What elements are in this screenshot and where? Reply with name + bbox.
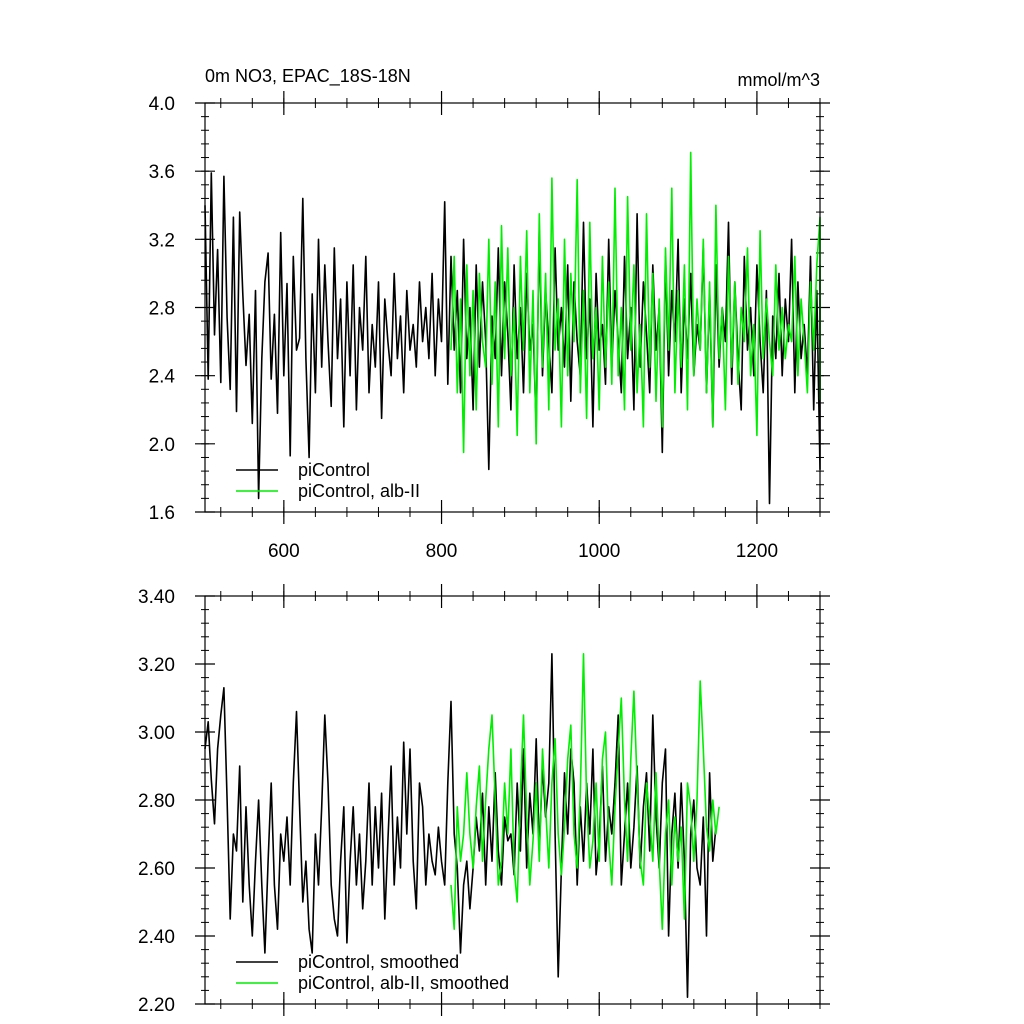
legend-label-picontrol: piControl [298,460,370,480]
y-tick-label: 3.6 [149,162,175,183]
series-line-picontrol-alb-ii-smoothed [450,652,720,931]
series-line-picontrol-smoothed [204,652,717,999]
legend: piControl, smoothed piControl, alb-II, s… [236,952,509,993]
legend-label-picontrol-alb-ii: piControl, alb-II [298,481,420,501]
x-tick-label: 800 [426,541,458,562]
y-tick-label: 2.8 [149,299,175,320]
chart-title: 0m NO3, EPAC_18S-18N [205,66,411,87]
y-tick-label: 2.4 [149,367,176,388]
y-tick-label: 2.60 [138,859,175,880]
y-tick-label: 3.40 [138,587,175,608]
series-group [204,151,821,505]
x-tick-label: 1200 [736,541,778,562]
units-label: mmol/m^3 [738,70,820,90]
top-panel: 0m NO3, EPAC_18S-18N mmol/m^3 1.6 2.0 2.4 2… [149,66,830,562]
legend-label-picontrol-smoothed: piControl, smoothed [298,952,459,972]
y-tick-label: 2.0 [149,435,175,456]
y-tick-label: 2.40 [138,927,175,948]
series-line-picontrol-alb-ii [450,151,821,454]
plot-frame [204,102,821,513]
y-tick-label: 3.20 [138,655,175,676]
y-tick-label: 4.0 [149,94,175,115]
y-axis-ticks: 2.20 2.40 2.60 2.80 3.00 3.20 3.40 [138,587,830,1016]
y-tick-label: 2.20 [138,995,175,1016]
y-tick-label: 3.2 [149,230,175,251]
y-tick-label: 1.6 [149,503,175,524]
series-group [204,652,720,999]
y-tick-label: 2.80 [138,791,175,812]
y-tick-label: 3.00 [138,723,175,744]
x-tick-label: 1000 [578,541,620,562]
x-tick-label: 600 [268,541,300,562]
bottom-panel: 2.20 2.40 2.60 2.80 3.00 3.20 3.40 piControl, … [138,584,830,1016]
plot-frame [204,595,821,1005]
legend-label-picontrol-alb-ii-smoothed: piControl, alb-II, smoothed [298,973,509,993]
legend: piControl piControl, alb-II [236,460,420,501]
